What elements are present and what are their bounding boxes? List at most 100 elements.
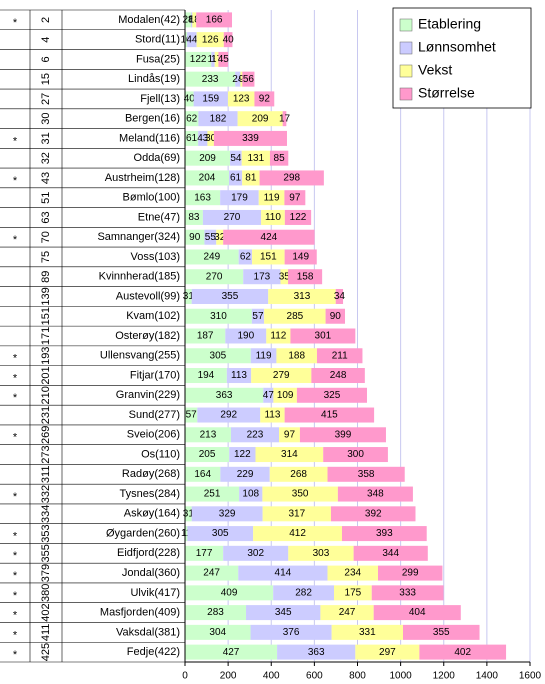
value-label: 345 (275, 607, 292, 618)
rank: 32 (40, 152, 52, 164)
value-label: 402 (454, 647, 471, 658)
legend-label: Størrelse (418, 85, 475, 101)
bar-segment (230, 150, 242, 166)
bar-segment (202, 209, 262, 225)
bar-segment (185, 585, 274, 601)
bar-segment (284, 407, 375, 423)
bar-segment (230, 427, 280, 443)
value-label: 358 (358, 469, 375, 480)
legend-box (392, 7, 532, 109)
bar-segment (193, 91, 228, 107)
bar-segment (250, 624, 332, 640)
bar-segment (185, 111, 199, 127)
bar-segment (240, 71, 243, 87)
value-label: 31 (183, 508, 195, 519)
bar-segment (269, 466, 328, 482)
rank: 193 (40, 347, 52, 365)
value-label: 301 (315, 331, 332, 342)
category-label: Granvin(229) (116, 389, 180, 401)
value-label: 166 (206, 15, 223, 26)
bar-segment (185, 209, 203, 225)
value-label: 24 (232, 74, 244, 85)
value-label: 97 (284, 429, 296, 440)
bar-segment (185, 565, 239, 581)
bar-segment (185, 407, 198, 423)
rank: 379 (40, 564, 52, 582)
value-label: 404 (409, 607, 426, 618)
category-label: Tysnes(284) (119, 488, 180, 500)
rank: 231 (40, 406, 52, 424)
value-label: 113 (264, 410, 280, 421)
value-label: 363 (216, 390, 233, 401)
bar-segment (258, 190, 285, 206)
bar-segment (223, 545, 289, 561)
category-label: Jondal(360) (122, 567, 180, 579)
legend-swatch (399, 41, 413, 55)
bar-segment (214, 51, 219, 67)
bar-segment (192, 12, 197, 28)
rank: 269 (40, 426, 52, 444)
value-label: 399 (335, 429, 352, 440)
category-label: Samnanger(324) (97, 231, 180, 243)
bar-segment (325, 308, 345, 324)
value-label: 339 (242, 133, 259, 144)
rank: 425 (40, 643, 52, 661)
category-label: Bømlo(100) (123, 192, 180, 204)
value-label: 229 (237, 469, 254, 480)
bar-segment (185, 486, 240, 502)
value-label: 209 (199, 153, 216, 164)
value-label: 119 (256, 350, 272, 361)
bar-segment (316, 348, 363, 364)
value-label: 249 (204, 252, 221, 263)
value-label: 317 (288, 508, 305, 519)
bar-segment (185, 170, 229, 186)
rank: 334 (40, 505, 52, 523)
category-label: Osterøy(182) (115, 330, 180, 342)
value-label: 251 (204, 489, 221, 500)
value-label: 56 (243, 74, 255, 85)
bar-segment (239, 486, 263, 502)
legend-label: Vekst (418, 62, 452, 78)
rank: 311 (40, 466, 52, 484)
bar-segment (373, 605, 461, 621)
bar-segment (185, 308, 252, 324)
value-label: 175 (345, 587, 362, 598)
category-label: Eidfjord(228) (117, 547, 180, 559)
bar-segment (223, 32, 233, 48)
x-tick-label: 1200 (433, 671, 456, 682)
bar-segment (185, 288, 192, 304)
category-label: Etne(47) (138, 211, 180, 223)
value-label: 122 (190, 54, 207, 65)
rank: 402 (40, 603, 52, 621)
value-label: 355 (433, 627, 450, 638)
value-label: 209 (252, 113, 269, 124)
category-label: Modalen(42) (118, 14, 180, 26)
value-label: 126 (202, 34, 219, 45)
value-label: 279 (273, 370, 290, 381)
value-label: 44 (186, 34, 198, 45)
bar-segment (330, 506, 416, 522)
category-label: Sveio(206) (127, 429, 180, 441)
value-label: 131 (247, 153, 264, 164)
bar-segment (284, 209, 312, 225)
value-label: 6 (189, 15, 195, 26)
value-label: 57 (186, 410, 198, 421)
star: * (13, 629, 18, 641)
bar-segment (185, 130, 199, 146)
value-label: 363 (308, 647, 325, 658)
value-label: 299 (402, 568, 419, 579)
value-label: 313 (294, 291, 311, 302)
value-label: 415 (321, 410, 338, 421)
bar-segment (311, 368, 365, 384)
value-label: 110 (265, 212, 281, 223)
category-label: Sund(277) (129, 409, 180, 421)
bar-segment (320, 605, 374, 621)
bar-segment (273, 387, 297, 403)
bar-segment (198, 130, 208, 146)
rank: 75 (40, 251, 52, 263)
value-label: 310 (210, 311, 227, 322)
value-label: 409 (221, 587, 238, 598)
value-label: 355 (222, 291, 239, 302)
bar-segment (242, 71, 255, 87)
legend-label: Etablering (418, 16, 481, 32)
